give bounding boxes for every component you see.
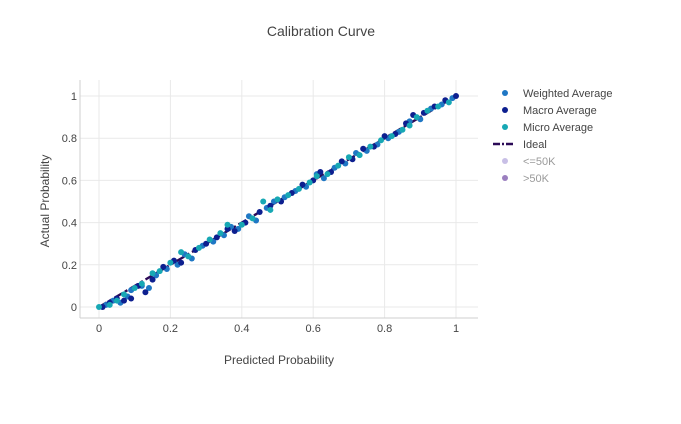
macro-average-point — [178, 259, 185, 266]
macro-average-point — [317, 168, 324, 175]
y-tick-label: 0.2 — [62, 260, 77, 272]
micro-average-point — [424, 107, 431, 114]
micro-average-point — [267, 206, 274, 213]
micro-average-point — [167, 259, 174, 266]
x-tick-label: 0 — [96, 323, 102, 335]
micro-average-point — [206, 236, 213, 243]
legend: Weighted Average Macro Average Micro Avera… — [493, 88, 613, 185]
micro-average-point — [399, 126, 406, 133]
micro-average-point — [335, 162, 342, 169]
macro-average-point — [381, 133, 388, 140]
micro-average-point — [156, 268, 163, 275]
micro-average-point — [306, 179, 313, 186]
macro-average-point — [128, 295, 135, 302]
micro-average-point — [217, 230, 224, 237]
data-points — [96, 93, 459, 310]
weighted-average-point — [320, 175, 327, 182]
y-tick-labels: 0 0.2 0.4 0.6 0.8 1 — [62, 91, 77, 314]
macro-average-point — [203, 240, 210, 247]
legend-label-50k: >50K — [523, 173, 550, 185]
y-tick-label: 1 — [71, 91, 77, 103]
legend-marker-50k — [502, 158, 508, 164]
legend-marker-micro-average — [502, 124, 508, 130]
macro-average-point — [213, 234, 220, 241]
legend-label-macro-average: Macro Average — [523, 105, 597, 117]
micro-average-point — [295, 185, 302, 192]
micro-average-point — [178, 249, 185, 256]
micro-average-point — [120, 291, 127, 298]
y-tick-label: 0.8 — [62, 133, 77, 145]
micro-average-point — [138, 280, 145, 287]
legend-label-weighted-average: Weighted Average — [523, 88, 613, 100]
micro-average-point — [388, 133, 395, 140]
micro-average-point — [378, 137, 385, 144]
macro-average-point — [224, 225, 231, 232]
micro-average-point — [238, 221, 245, 228]
macro-average-point — [120, 297, 127, 304]
axes — [79, 80, 478, 319]
macro-average-point — [453, 93, 459, 99]
micro-average-point — [113, 297, 120, 304]
y-tick-label: 0.4 — [62, 218, 77, 230]
micro-average-point — [445, 99, 452, 106]
x-tick-label: 0.8 — [377, 323, 392, 335]
micro-average-point — [185, 253, 192, 260]
micro-average-point — [195, 244, 202, 251]
chart-title: Calibration Curve — [267, 23, 375, 39]
micro-average-point — [285, 192, 292, 199]
micro-average-point — [313, 173, 320, 180]
micro-average-point — [224, 221, 231, 228]
micro-average-point — [406, 122, 413, 129]
x-tick-labels: 0 0.2 0.4 0.6 0.8 1 — [96, 323, 459, 335]
y-tick-label: 0 — [71, 302, 77, 314]
micro-average-point — [131, 285, 138, 292]
micro-average-point — [260, 198, 267, 205]
x-tick-label: 1 — [453, 323, 459, 335]
macro-average-point — [299, 181, 306, 188]
macro-average-point — [267, 202, 274, 209]
legend-label-50k: <=50K — [523, 156, 556, 168]
x-tick-label: 0.2 — [163, 323, 178, 335]
micro-average-point — [249, 215, 256, 222]
legend-label-ideal: Ideal — [523, 139, 547, 151]
weighted-average-point — [145, 285, 152, 292]
micro-average-point — [324, 171, 331, 178]
x-tick-label: 0.6 — [306, 323, 321, 335]
macro-average-point — [256, 209, 263, 216]
micro-average-point — [274, 196, 281, 203]
legend-marker-weighted-average — [502, 90, 508, 96]
legend-label-micro-average: Micro Average — [523, 122, 593, 134]
grid-lines — [80, 80, 478, 318]
legend-marker-macro-average — [502, 107, 508, 113]
macro-average-point — [338, 158, 345, 165]
micro-average-point — [96, 304, 102, 310]
micro-average-point — [106, 301, 113, 308]
micro-average-point — [413, 114, 420, 121]
macro-average-point — [360, 145, 367, 152]
micro-average-point — [367, 143, 374, 150]
micro-average-point — [435, 103, 442, 110]
macro-average-point — [142, 289, 149, 296]
y-tick-label: 0.6 — [62, 175, 77, 187]
macro-average-point — [160, 263, 167, 270]
x-tick-label: 0.4 — [234, 323, 249, 335]
micro-average-point — [149, 270, 156, 277]
legend-marker-50k — [502, 175, 508, 181]
micro-average-point — [345, 154, 352, 161]
y-axis-title: Actual Probability — [38, 155, 52, 248]
macro-average-point — [149, 276, 156, 283]
macro-average-point — [231, 228, 238, 235]
micro-average-point — [356, 152, 363, 159]
x-axis-title: Predicted Probability — [224, 353, 334, 367]
